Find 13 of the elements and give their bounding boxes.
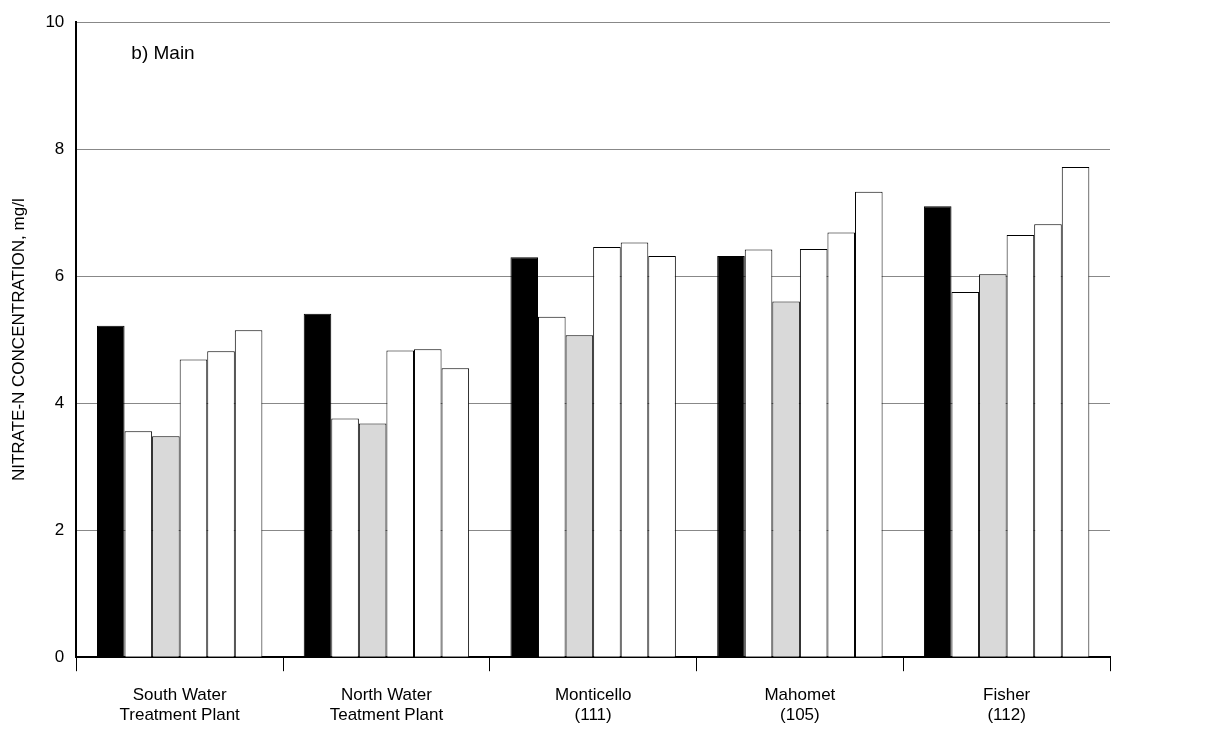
x-tick-label: Monticello (111) <box>554 685 632 725</box>
y-tick-label: 6 <box>54 265 65 285</box>
y-axis-title: NITRATE-N CONCENTRATION, mg/l <box>8 198 28 482</box>
x-tick-label: Fisher (112) <box>983 685 1031 725</box>
y-tick-label: 2 <box>54 519 65 539</box>
y-tick-label: 8 <box>54 138 65 158</box>
x-tick-label: Mahomet (105) <box>764 685 836 725</box>
x-tick-label: North Water Teatment Plant <box>329 685 444 725</box>
y-tick-label: 10 <box>45 11 65 31</box>
y-tick-label: 4 <box>54 392 65 412</box>
annotation: b) Main <box>131 42 195 64</box>
x-tick-label: South Water Treatment Plant <box>119 685 241 725</box>
y-tick-label: 0 <box>54 646 65 666</box>
